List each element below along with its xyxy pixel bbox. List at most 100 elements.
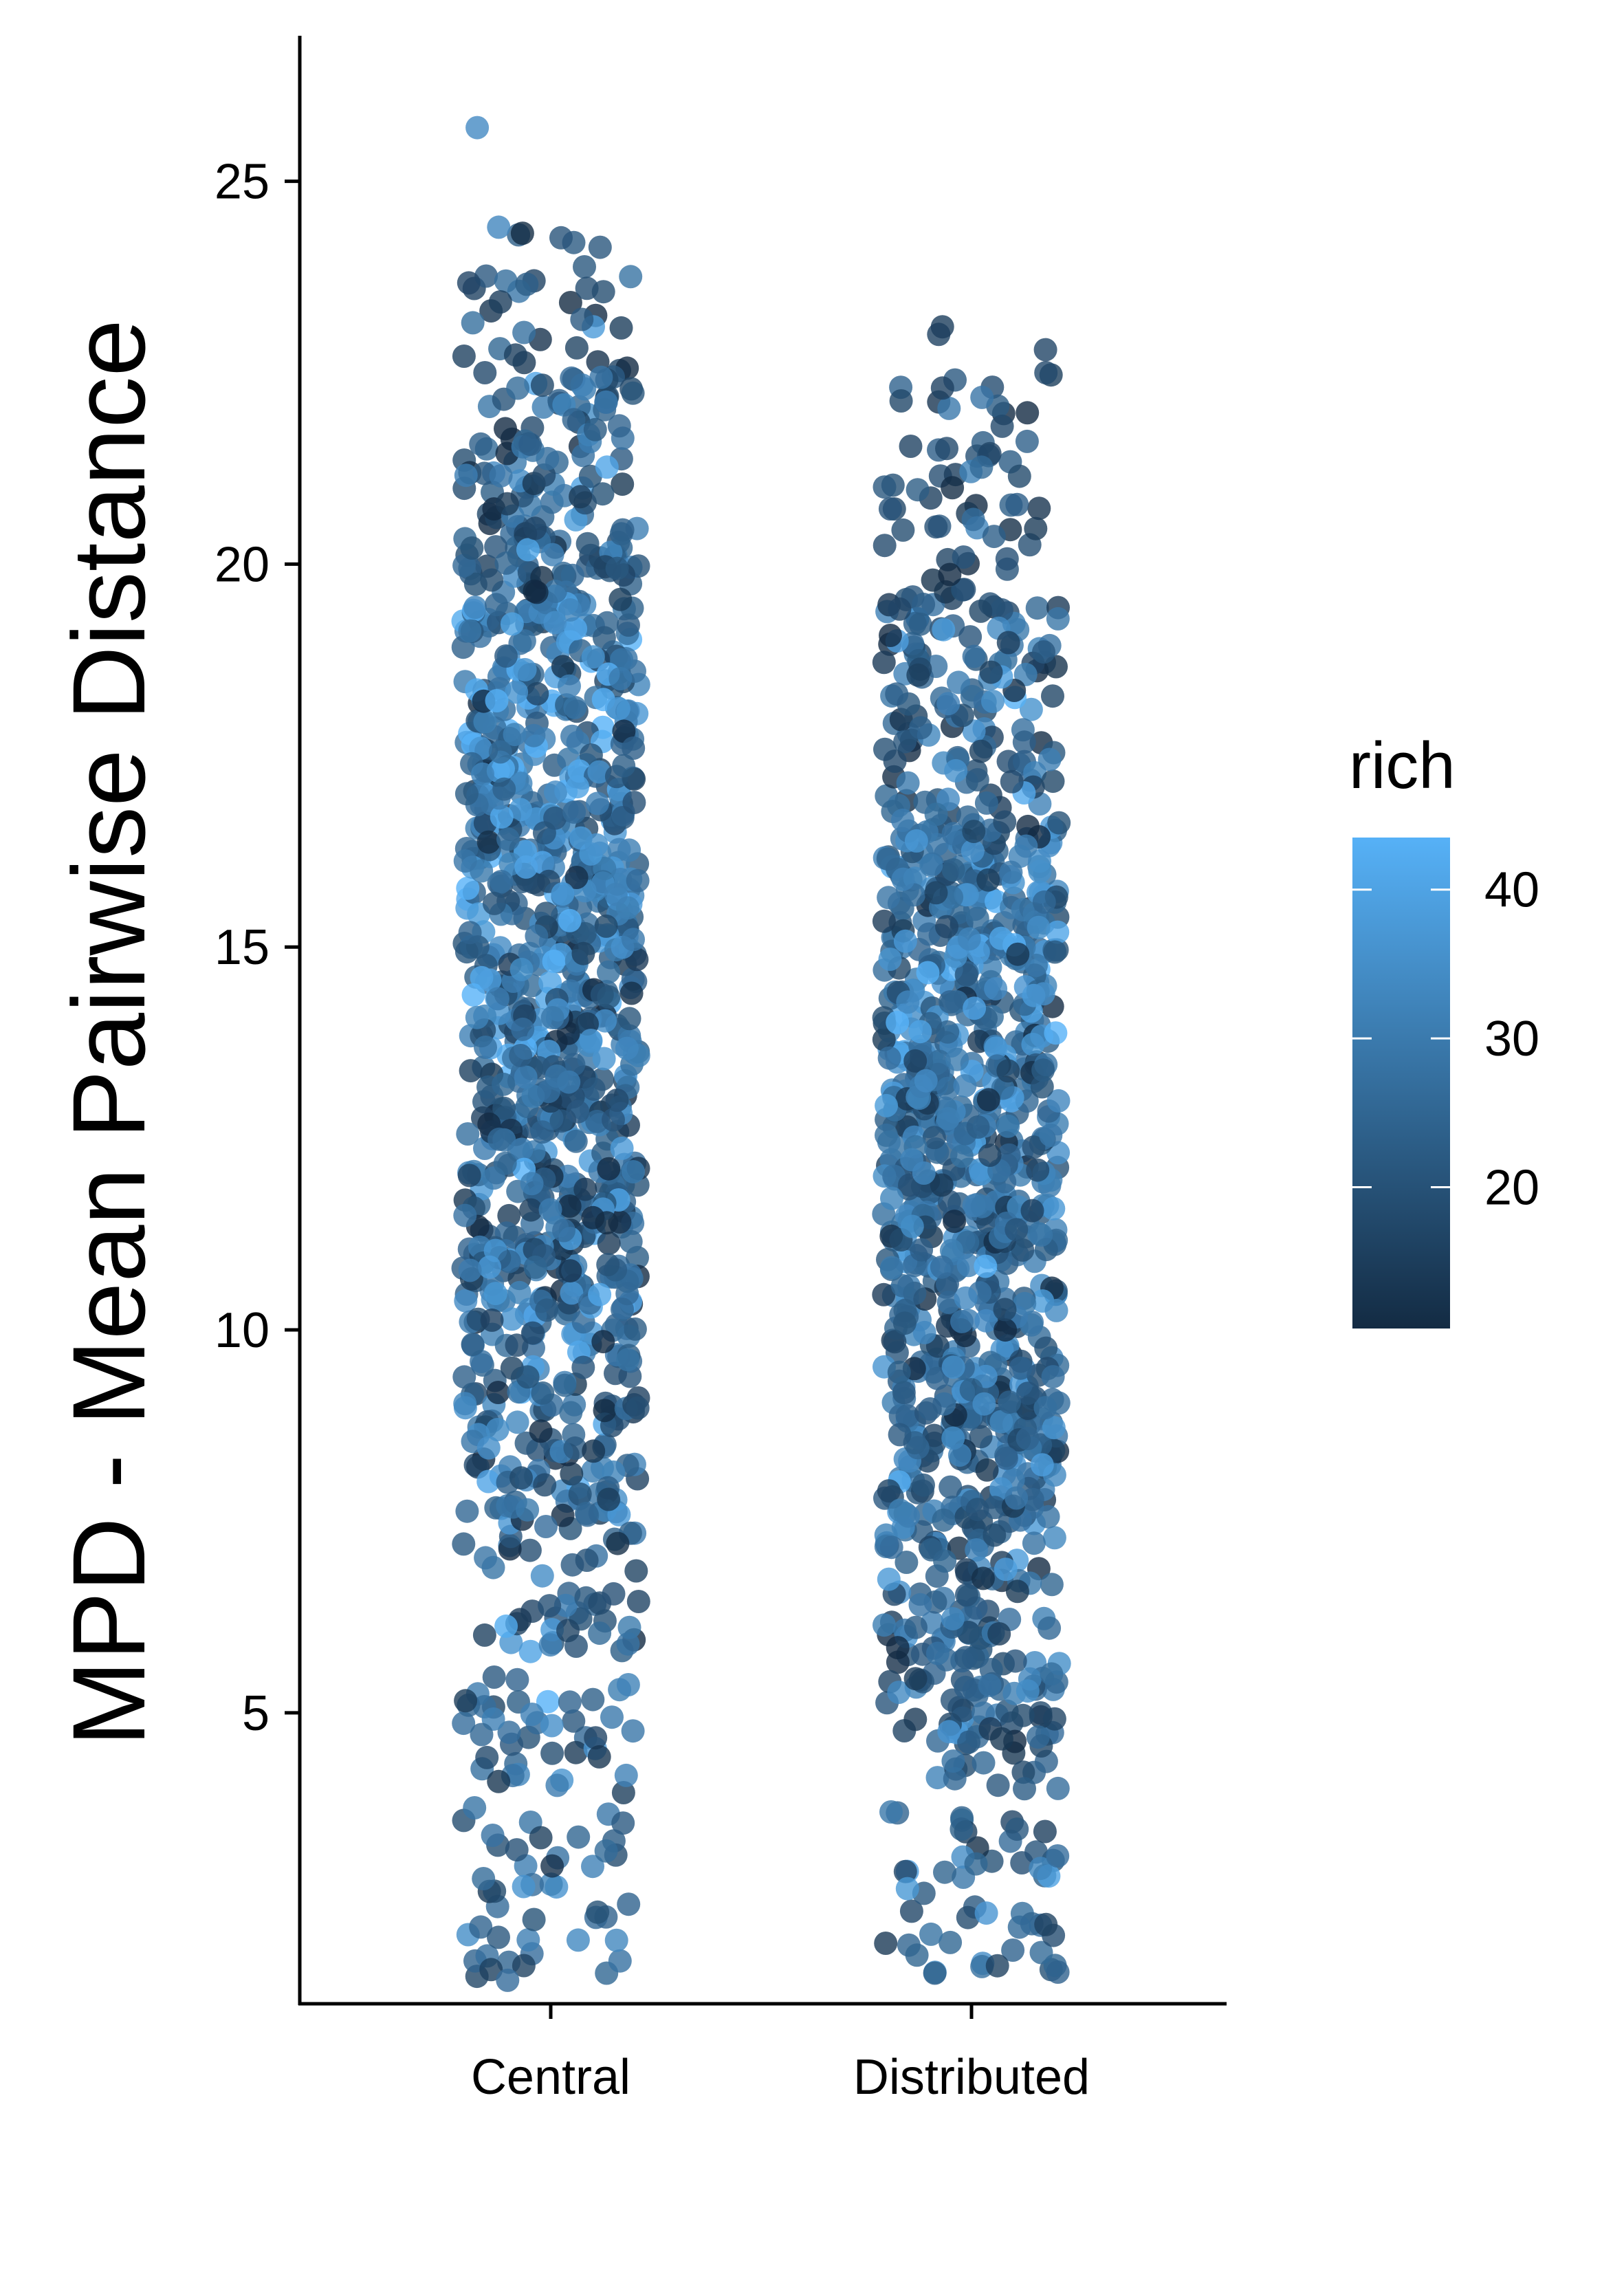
data-point-central	[487, 1127, 512, 1151]
data-point-central	[593, 857, 617, 880]
data-point-central	[553, 1373, 577, 1397]
data-point-central	[470, 1723, 494, 1747]
data-point-distributed	[1039, 1124, 1063, 1147]
data-point-central	[592, 1047, 616, 1071]
data-point-central	[518, 1538, 542, 1562]
data-point-central	[458, 921, 482, 945]
data-point-central	[619, 1229, 643, 1254]
data-point-central	[611, 518, 635, 542]
data-point-central	[592, 626, 616, 650]
data-point-distributed	[1026, 1158, 1050, 1182]
data-point-central	[481, 1824, 505, 1847]
data-point-central	[539, 1872, 563, 1896]
axes-layer: 5 10 15 20 25 Central Distributed	[215, 36, 1227, 2105]
data-point-central	[607, 414, 631, 438]
data-point-distributed	[899, 435, 923, 458]
data-point-distributed	[950, 1309, 974, 1333]
data-point-central	[469, 1915, 493, 1939]
data-point-central	[455, 1499, 479, 1523]
data-point-distributed	[883, 1330, 907, 1354]
data-point-central	[454, 1289, 478, 1313]
data-point-central	[452, 345, 476, 368]
data-point-distributed	[1013, 1777, 1036, 1801]
data-point-distributed	[1040, 1573, 1064, 1597]
data-point-distributed	[1042, 1196, 1066, 1221]
data-point-central	[553, 1593, 578, 1617]
data-point-central	[485, 689, 509, 712]
data-point-central	[500, 612, 524, 636]
data-point-distributed	[986, 1773, 1010, 1797]
legend: rich 20 30 40	[1349, 729, 1539, 1329]
data-point-central	[608, 587, 633, 611]
data-point-distributed	[903, 1707, 928, 1731]
data-point-distributed	[954, 1286, 978, 1310]
data-point-distributed	[932, 617, 956, 642]
data-point-central	[549, 226, 573, 250]
data-point-distributed	[1025, 596, 1049, 620]
data-point-distributed	[941, 822, 965, 846]
data-point-central	[510, 221, 534, 245]
data-point-distributed	[1034, 1912, 1058, 1936]
data-point-distributed	[1040, 1662, 1064, 1686]
data-point-central	[513, 657, 537, 681]
data-point-central	[494, 269, 518, 293]
data-point-central	[616, 1348, 640, 1372]
data-point-central	[463, 1796, 487, 1819]
data-point-central	[622, 791, 646, 814]
data-point-distributed	[875, 1123, 898, 1147]
data-point-distributed	[918, 1397, 942, 1421]
data-point-central	[454, 782, 479, 806]
data-point-distributed	[1001, 1938, 1025, 1962]
data-point-distributed	[930, 315, 954, 339]
data-point-distributed	[1026, 1725, 1050, 1749]
data-point-central	[472, 1623, 496, 1647]
data-point-distributed	[935, 437, 958, 461]
data-point-central	[582, 1439, 606, 1463]
data-point-central	[487, 1925, 510, 1949]
data-point-distributed	[941, 1355, 965, 1379]
data-point-distributed	[1042, 1526, 1066, 1550]
data-point-central	[515, 272, 539, 296]
data-point-distributed	[912, 1320, 936, 1344]
data-point-distributed	[875, 1093, 899, 1117]
data-point-distributed	[1016, 1427, 1040, 1450]
data-point-central	[452, 1532, 476, 1556]
data-point-central	[522, 1907, 546, 1932]
data-point-central	[543, 580, 567, 603]
data-point-central	[610, 1136, 634, 1160]
data-point-distributed	[908, 1020, 932, 1044]
data-point-central	[525, 924, 549, 948]
data-point-distributed	[994, 1318, 1018, 1342]
data-point-central	[579, 1029, 603, 1052]
data-point-distributed	[924, 802, 948, 827]
data-point-distributed	[947, 1443, 972, 1467]
data-point-central	[594, 1839, 618, 1863]
data-point-distributed	[906, 663, 930, 687]
data-point-distributed	[993, 1298, 1017, 1322]
data-point-distributed	[880, 1256, 903, 1280]
data-point-distributed	[950, 1144, 974, 1168]
data-point-distributed	[888, 597, 912, 621]
data-point-central	[505, 1838, 529, 1862]
points-layer	[451, 116, 1071, 1992]
data-point-central	[581, 1459, 605, 1483]
data-point-central	[591, 482, 615, 506]
data-point-distributed	[1044, 1021, 1068, 1045]
data-point-distributed	[982, 525, 1006, 549]
data-point-central	[597, 960, 620, 984]
data-point-central	[593, 1399, 617, 1423]
data-point-central	[474, 1546, 498, 1570]
data-point-distributed	[978, 1673, 1002, 1697]
data-point-central	[597, 1157, 621, 1181]
data-point-distributed	[936, 692, 961, 716]
data-point-central	[622, 736, 646, 760]
data-point-central	[509, 1044, 533, 1067]
data-point-central	[454, 940, 479, 964]
data-point-central	[487, 1769, 511, 1793]
data-point-central	[602, 1582, 626, 1606]
data-point-central	[457, 271, 481, 295]
data-point-distributed	[1015, 429, 1039, 453]
data-point-distributed	[873, 534, 897, 558]
data-point-distributed	[996, 631, 1020, 655]
data-point-distributed	[974, 791, 998, 815]
